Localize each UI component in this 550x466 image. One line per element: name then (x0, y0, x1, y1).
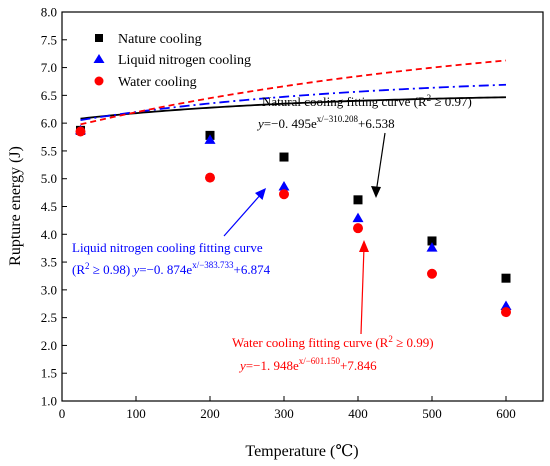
arrow-nitrogen (223, 192, 263, 237)
x-tick-label: 500 (422, 406, 442, 421)
fit-curve-water (80, 59, 507, 126)
legend-marker-nitrogen (93, 54, 105, 63)
y-tick-label: 2.5 (41, 310, 57, 325)
y-tick-label: 5.5 (41, 143, 57, 158)
data-point-water (75, 126, 86, 137)
annotation-natural: Natural cooling fitting curve (R2 ≥ 0.97… (256, 93, 472, 198)
annotation-nitrogen-title: Liquid nitrogen cooling fitting curve (72, 240, 263, 255)
y-tick-label: 3.0 (41, 282, 57, 297)
annotation-natural-equation: y=−0. 495ex/−310.208+6.538 (256, 114, 395, 131)
x-axis-title: Temperature (℃) (245, 443, 358, 460)
arrowhead-natural (371, 186, 381, 198)
annotation-nitrogen: Liquid nitrogen cooling fitting curve (R… (72, 188, 271, 277)
legend-label-water: Water cooling (118, 75, 197, 90)
data-point-nature (279, 152, 289, 162)
legend: Nature cooling Liquid nitrogen cooling W… (93, 32, 251, 90)
y-tick-label: 2.0 (41, 338, 57, 353)
y-tick-label: 6.0 (41, 116, 57, 131)
x-tick-label: 200 (200, 406, 220, 421)
y-tick-label: 5.0 (41, 171, 57, 186)
y-axis-title: Rupture energy (J) (7, 146, 24, 266)
fit-curves (80, 59, 507, 126)
axis-ticks: 0 100 200 300 400 500 600 1.0 1.5 2.0 2.5 3.0 3.5 4.0… (41, 5, 516, 422)
data-point-water (427, 268, 437, 279)
data-point-water (205, 172, 215, 183)
y-tick-label: 6.5 (41, 88, 57, 103)
y-tick-label: 7.0 (41, 60, 57, 75)
arrowhead-nitrogen (255, 188, 266, 200)
data-points (75, 124, 512, 318)
arrow-natural (375, 132, 386, 194)
fit-curve-nitrogen (80, 83, 507, 121)
legend-marker-water (94, 76, 104, 86)
data-point-water (353, 223, 363, 234)
fit-curve-nature (80, 96, 507, 120)
data-point-nitrogen (500, 300, 512, 310)
y-tick-label: 8.0 (41, 5, 57, 20)
y-tick-label: 4.0 (41, 227, 57, 242)
data-point-nature (501, 273, 511, 283)
y-tick-label: 1.0 (41, 394, 57, 409)
y-tick-label: 3.5 (41, 255, 57, 270)
arrowhead-water (359, 240, 369, 252)
annotation-water: Water cooling fitting curve (R2 ≥ 0.99) … (232, 240, 434, 373)
x-tick-label: 600 (496, 406, 516, 421)
x-tick-label: 100 (126, 406, 146, 421)
annotation-water-equation: y=−1. 948ex/−601.150+7.846 (238, 356, 377, 373)
y-tick-label: 1.5 (41, 366, 57, 381)
arrow-water (360, 246, 365, 335)
data-point-nature (427, 236, 437, 246)
data-point-nitrogen (426, 242, 438, 252)
data-point-water (501, 307, 511, 318)
data-point-water (279, 189, 289, 200)
y-tick-label: 4.5 (41, 199, 57, 214)
legend-label-nitrogen: Liquid nitrogen cooling (118, 53, 251, 68)
x-tick-label: 400 (348, 406, 368, 421)
data-point-nature (353, 195, 363, 205)
data-point-nitrogen (278, 180, 290, 191)
annotation-natural-title: Natural cooling fitting curve (R2 ≥ 0.97… (262, 93, 472, 109)
annotation-nitrogen-equation: (R2 ≥ 0.98) y=−0. 874ex/−383.733+6.874 (72, 260, 271, 277)
x-tick-label: 0 (59, 406, 66, 421)
annotation-water-title: Water cooling fitting curve (R2 ≥ 0.99) (232, 334, 434, 350)
data-point-nitrogen (204, 134, 216, 144)
x-tick-label: 300 (274, 406, 294, 421)
legend-label-nature: Nature cooling (118, 32, 202, 47)
legend-marker-nature (95, 34, 103, 42)
data-point-nitrogen (352, 212, 364, 223)
y-tick-label: 7.5 (41, 32, 57, 47)
